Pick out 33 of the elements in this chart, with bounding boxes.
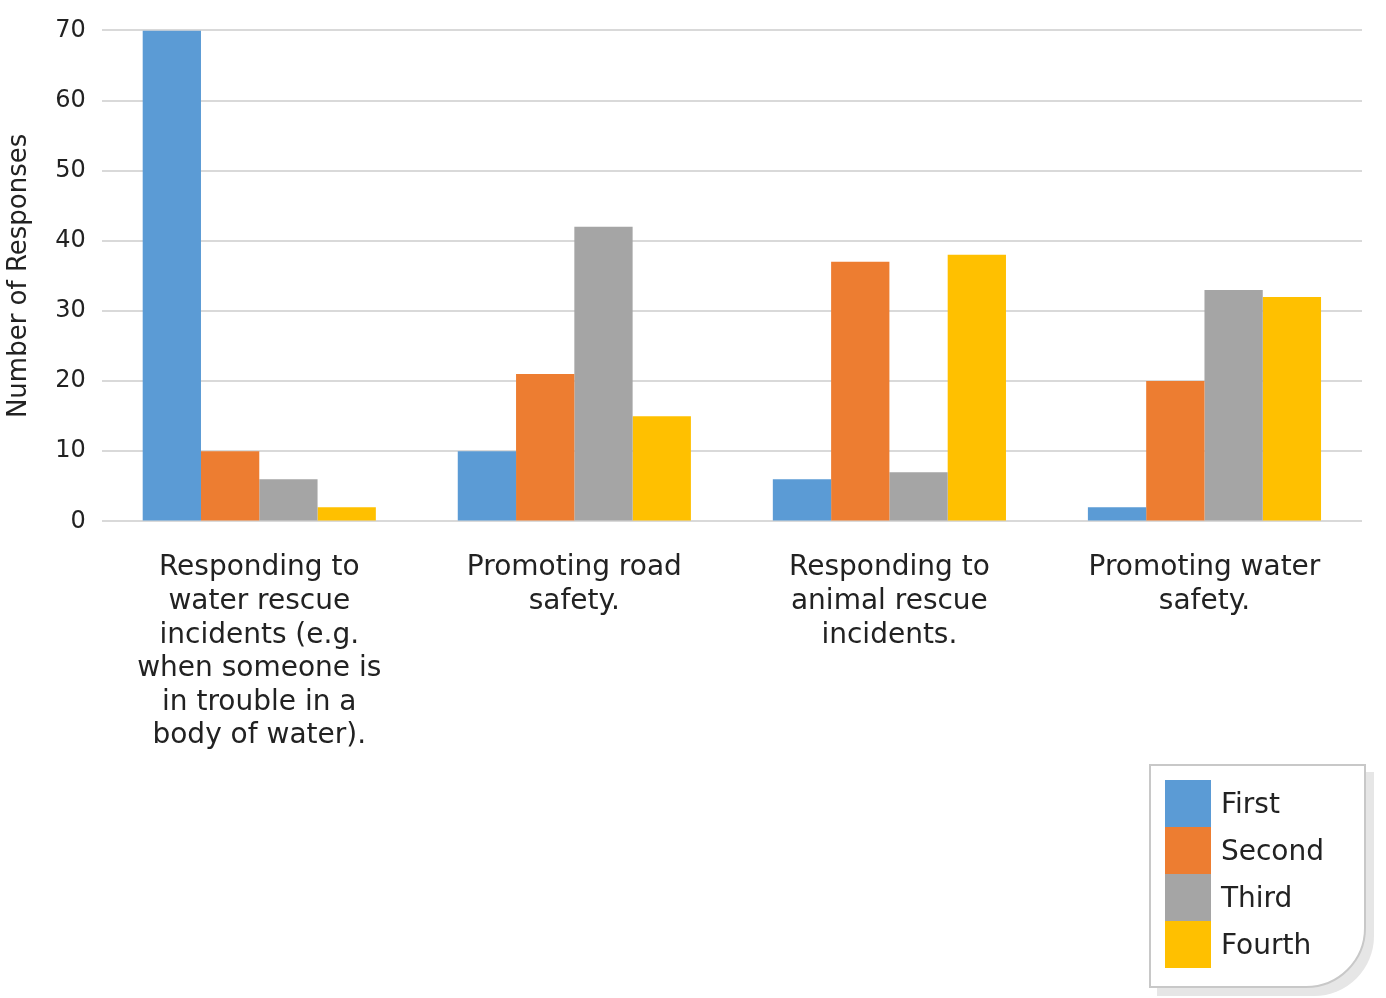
bar [457,451,517,521]
bar [1204,289,1263,521]
y-tick-label: 70 [55,14,86,43]
bar [516,374,575,521]
bar [200,451,260,521]
y-tick-label: 0 [70,505,86,534]
legend-label: Third [1220,881,1293,914]
y-tick-label: 40 [55,225,86,254]
x-tick-label: Promoting water safety. [1088,549,1321,617]
bar [142,30,201,521]
y-tick-label: 10 [55,435,86,464]
bar [632,416,691,521]
y-tick-label: 60 [55,84,86,113]
y-axis-title: Number of Responses [2,133,33,419]
legend-label: Fourth [1220,928,1312,961]
bar [772,479,832,521]
x-tick-label: Responding to water rescue incidents (e.g. when someone is in trouble in a body of water). [137,549,382,751]
bar [1146,381,1205,521]
legend-label: First [1220,787,1280,820]
bar [1087,507,1147,521]
x-tick-label: Promoting road safety. [466,549,682,617]
y-tick-label: 50 [55,154,86,183]
legend-label: Second [1220,834,1324,867]
bar [947,254,1006,521]
bar [259,479,318,521]
x-tick-label: Responding to animal rescue incidents. [789,549,990,650]
bar [317,507,376,521]
y-tick-label: 20 [55,365,86,394]
bar [831,261,890,521]
bar [889,472,948,521]
y-tick-label: 30 [55,295,86,324]
bar [1262,296,1322,521]
bar [574,226,633,521]
